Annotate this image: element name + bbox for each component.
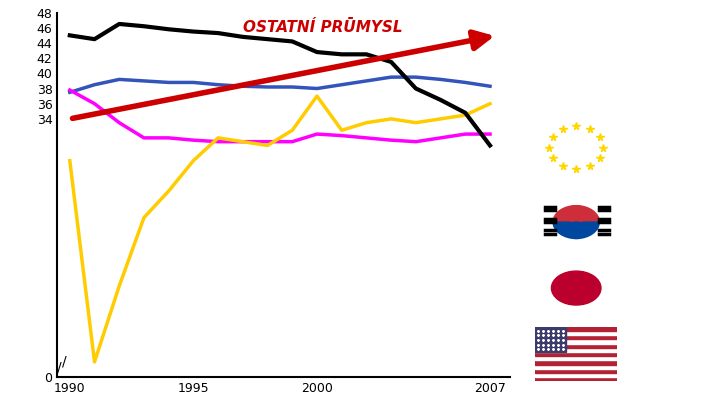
Bar: [535, 356, 617, 360]
Text: /: /: [62, 355, 67, 369]
Bar: [535, 352, 617, 356]
Bar: [535, 331, 617, 335]
Text: OSTATNÍ PRŪMYSL: OSTATNÍ PRŪMYSL: [243, 20, 403, 34]
Wedge shape: [553, 222, 600, 238]
Bar: [535, 335, 617, 339]
Bar: [535, 339, 617, 344]
Circle shape: [551, 271, 601, 305]
Bar: [535, 327, 617, 331]
Circle shape: [564, 222, 588, 238]
Bar: [535, 344, 617, 348]
Bar: [535, 348, 617, 352]
Bar: [535, 377, 617, 381]
Circle shape: [564, 206, 588, 222]
Bar: [535, 373, 617, 377]
Bar: [535, 369, 617, 373]
Bar: [535, 360, 617, 365]
Wedge shape: [553, 206, 600, 222]
Text: /: /: [57, 360, 62, 374]
Bar: [535, 327, 567, 352]
Bar: [535, 365, 617, 369]
